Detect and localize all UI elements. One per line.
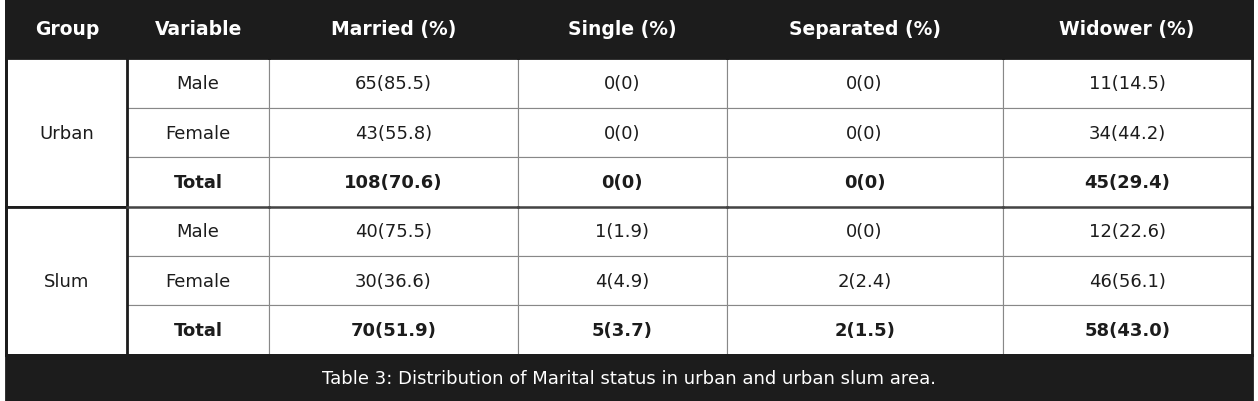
Bar — [269, 207, 518, 256]
Bar — [127, 109, 269, 158]
Text: 0(0): 0(0) — [847, 75, 883, 93]
Text: 34(44.2): 34(44.2) — [1088, 124, 1166, 142]
Text: 0(0): 0(0) — [847, 223, 883, 241]
Bar — [727, 306, 1003, 355]
Bar — [6, 207, 127, 355]
Text: Urban: Urban — [39, 124, 94, 142]
Text: 2(1.5): 2(1.5) — [834, 321, 894, 339]
Bar — [269, 158, 518, 207]
Bar — [269, 109, 518, 158]
Bar — [127, 256, 269, 306]
Text: Female: Female — [166, 124, 230, 142]
Bar — [127, 59, 269, 109]
Text: Total: Total — [174, 321, 223, 339]
Text: Variable: Variable — [155, 20, 242, 39]
Bar — [727, 207, 1003, 256]
Bar — [269, 0, 518, 59]
Text: 43(55.8): 43(55.8) — [355, 124, 431, 142]
Text: 1(1.9): 1(1.9) — [595, 223, 649, 241]
Bar — [127, 158, 269, 207]
Text: Table 3: Distribution of Marital status in urban and urban slum area.: Table 3: Distribution of Marital status … — [322, 369, 936, 387]
Bar — [127, 306, 269, 355]
Bar — [518, 158, 727, 207]
Bar — [127, 207, 269, 256]
Text: Male: Male — [176, 75, 220, 93]
Bar — [1003, 59, 1252, 109]
Text: Married (%): Married (%) — [331, 20, 457, 39]
Text: 46(56.1): 46(56.1) — [1088, 272, 1166, 290]
Bar — [269, 256, 518, 306]
Bar — [1003, 256, 1252, 306]
Bar — [6, 355, 1252, 401]
Text: 5(3.7): 5(3.7) — [591, 321, 653, 339]
Text: 4(4.9): 4(4.9) — [595, 272, 649, 290]
Text: 70(51.9): 70(51.9) — [351, 321, 437, 339]
Text: 65(85.5): 65(85.5) — [355, 75, 431, 93]
Text: 11(14.5): 11(14.5) — [1088, 75, 1166, 93]
Text: 45(29.4): 45(29.4) — [1084, 174, 1170, 191]
Bar — [518, 256, 727, 306]
Text: 0(0): 0(0) — [601, 174, 643, 191]
Text: Separated (%): Separated (%) — [789, 20, 941, 39]
Bar — [1003, 109, 1252, 158]
Text: 108(70.6): 108(70.6) — [345, 174, 443, 191]
Text: 0(0): 0(0) — [847, 124, 883, 142]
Bar — [1003, 0, 1252, 59]
Text: 12(22.6): 12(22.6) — [1088, 223, 1166, 241]
Bar — [727, 59, 1003, 109]
Bar — [6, 59, 127, 207]
Bar — [518, 59, 727, 109]
Bar — [6, 0, 127, 59]
Text: 2(2.4): 2(2.4) — [838, 272, 892, 290]
Bar — [518, 0, 727, 59]
Text: Total: Total — [174, 174, 223, 191]
Bar — [127, 0, 269, 59]
Bar — [727, 109, 1003, 158]
Text: Group: Group — [35, 20, 99, 39]
Text: Slum: Slum — [44, 272, 89, 290]
Bar — [518, 109, 727, 158]
Bar — [518, 207, 727, 256]
Text: 0(0): 0(0) — [604, 75, 640, 93]
Text: 30(36.6): 30(36.6) — [355, 272, 431, 290]
Text: Female: Female — [166, 272, 230, 290]
Text: Male: Male — [176, 223, 220, 241]
Bar — [1003, 158, 1252, 207]
Bar — [727, 256, 1003, 306]
Bar — [727, 158, 1003, 207]
Text: 0(0): 0(0) — [604, 124, 640, 142]
Bar — [1003, 306, 1252, 355]
Text: Single (%): Single (%) — [567, 20, 677, 39]
Text: Widower (%): Widower (%) — [1059, 20, 1195, 39]
Bar — [269, 59, 518, 109]
Bar — [1003, 207, 1252, 256]
Bar — [269, 306, 518, 355]
Bar — [518, 306, 727, 355]
Text: 40(75.5): 40(75.5) — [355, 223, 431, 241]
Text: 0(0): 0(0) — [844, 174, 886, 191]
Bar — [727, 0, 1003, 59]
Text: 58(43.0): 58(43.0) — [1084, 321, 1170, 339]
